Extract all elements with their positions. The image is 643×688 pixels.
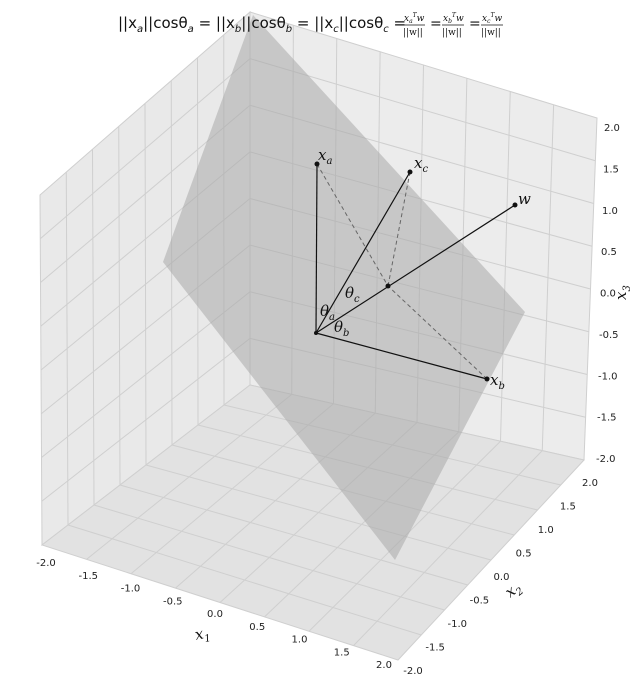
angle-label-b: θb — [334, 318, 349, 339]
y-tick-label: 1.5 — [560, 502, 576, 513]
vector-tip-a — [314, 161, 320, 167]
z-tick-label: 1.0 — [602, 206, 618, 217]
y-tick-label: -1.0 — [447, 619, 467, 630]
frac-a-den: ||w|| — [403, 28, 423, 38]
z-tick-label: -1.0 — [598, 371, 618, 382]
z-axis-label: x3 — [612, 285, 633, 300]
z-tick-label: -0.5 — [599, 330, 619, 341]
vector-a — [315, 163, 318, 334]
x-tick-label: -1.0 — [121, 584, 141, 595]
x-tick-label: 0.0 — [207, 609, 223, 620]
frac-eq-1: = — [430, 16, 442, 32]
chart-title: ||xa||cosθa = ||xb||cosθb = ||xc||cosθc … — [118, 14, 406, 35]
x-tick-label: -0.5 — [163, 596, 183, 607]
hyperplane — [163, 15, 525, 560]
grid-line — [41, 337, 251, 502]
frac-b-num: xbTw — [443, 12, 464, 25]
vector-c — [315, 171, 411, 334]
y-tick-label: 2.0 — [582, 478, 598, 489]
y-tick-labels: -2.0 -1.5 -1.0 -0.5 0.0 0.5 1.0 1.5 2.0 — [403, 478, 598, 677]
z-tick-label: 0.5 — [601, 247, 617, 258]
vector-label-w: w — [518, 190, 531, 208]
vector-b — [315, 332, 488, 380]
vector-label-a: xa — [318, 146, 332, 167]
y-tick-label: 0.0 — [494, 572, 510, 583]
frac-eq-2: = — [469, 16, 481, 32]
vector-tip-c — [407, 169, 413, 175]
vector-tip-b — [484, 376, 490, 382]
angle-label-a: θa — [320, 302, 335, 323]
projection-line — [387, 171, 411, 287]
x-tick-label: 2.0 — [376, 660, 392, 671]
vector-label-c: xc — [414, 154, 428, 175]
y-tick-label: 0.5 — [516, 549, 532, 560]
vector-tip-w — [512, 202, 518, 208]
title-fractions: xaTw ||w|| = xbTw ||w|| = xcTw ||w|| — [403, 12, 503, 38]
z-tick-label: 0.0 — [600, 289, 616, 300]
x-tick-label: -2.0 — [36, 558, 56, 569]
x-tick-label: 1.5 — [334, 647, 350, 658]
grid-line — [145, 464, 492, 561]
y-tick-label: -0.5 — [470, 596, 490, 607]
grid-line — [353, 450, 543, 646]
angle-label-c: θc — [345, 284, 360, 305]
frac-b-den: ||w|| — [442, 28, 462, 38]
projection-line — [316, 163, 389, 287]
y-tick-label: -2.0 — [403, 666, 423, 677]
z-tick-label: -1.5 — [597, 413, 617, 424]
grid-line — [541, 104, 555, 451]
x-tick-label: -1.5 — [78, 571, 98, 582]
x-tick-label: 1.0 — [292, 635, 308, 646]
vector-label-b: xb — [490, 371, 505, 392]
z-tick-label: -2.0 — [596, 454, 616, 465]
z-tick-labels: -2.0 -1.5 -1.0 -0.5 0.0 0.5 1.0 1.5 2.0 — [596, 123, 620, 465]
origin-point — [314, 331, 318, 335]
vector-w — [315, 204, 516, 334]
y-tick-label: -1.5 — [425, 643, 445, 654]
projection-point — [385, 283, 391, 289]
y-tick-label: 1.0 — [538, 525, 554, 536]
frac-c-den: ||w|| — [481, 28, 501, 38]
x-tick-labels: -2.0 -1.5 -1.0 -0.5 0.0 0.5 1.0 1.5 2.0 — [36, 558, 392, 671]
frac-c-num: xcTw — [482, 12, 502, 25]
grid-line — [500, 91, 511, 442]
x-tick-label: 0.5 — [249, 622, 265, 633]
projection-line — [387, 285, 488, 380]
x-axis-label: x1 — [193, 623, 212, 647]
z-tick-label: 2.0 — [604, 123, 620, 134]
z-tick-label: 1.5 — [603, 164, 619, 175]
frac-a-num: xaTw — [404, 12, 425, 25]
